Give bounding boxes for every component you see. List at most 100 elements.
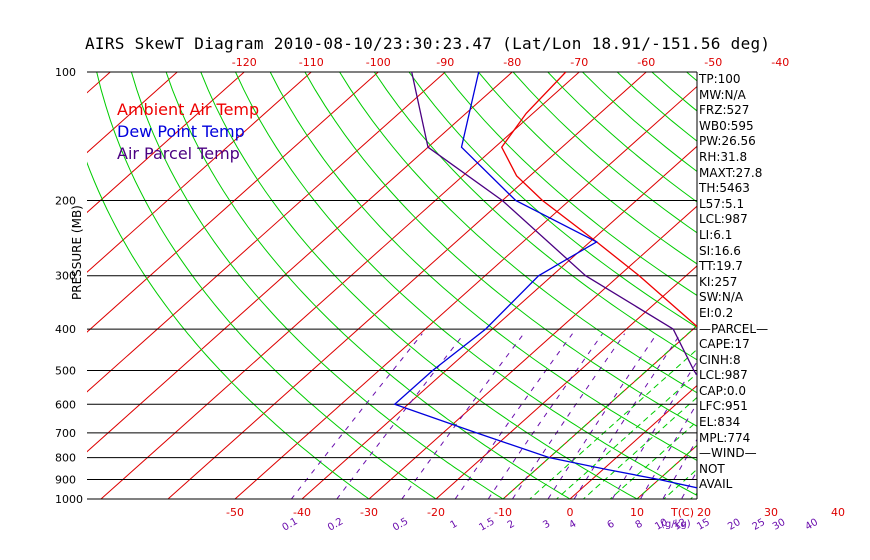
isotherm-line [234,85,697,499]
isotherm-line [87,72,245,214]
moist-adiabat-line [555,372,697,499]
mixing-ratio-tick-label: 20 [726,517,743,533]
bottom-temp-tick-label: 10 [630,506,644,519]
stats-item: MPL:774 [699,430,751,445]
stats-item: WB0:595 [699,118,754,133]
stats-item: FRZ:527 [699,103,750,118]
dry-adiabat-line [408,72,697,328]
mixing-ratio-tick-label: 15 [695,517,712,533]
profile-layer [393,72,697,489]
stats-item: —PARCEL— [699,321,769,336]
stats-item: LI:6.1 [699,227,733,242]
mixing-ratio-line [401,333,525,499]
moist-adiabat-line [815,201,870,509]
mixing-ratio-line [336,333,465,499]
stats-item: LCL:987 [699,212,748,227]
dry-adiabat-line [373,72,697,361]
isotherm-line [87,72,513,453]
mixing-ratio-tick-label: 40 [804,517,821,533]
stats-item: L57:5.1 [699,196,745,211]
mixing-ratio-line [776,334,866,508]
mixing-ratio-line [454,333,573,499]
moist-adiabat-line [582,396,697,499]
mixing-ratio-line [290,333,423,499]
mixing-ratio-line [573,333,681,499]
mixing-ratio-line [547,333,658,499]
dry-adiabat-line [87,161,370,499]
isotherm-line [100,72,580,499]
top-temp-tick-label: -90 [436,56,454,69]
mixing-ratio-line [809,334,870,508]
pressure-tick-label: 600 [55,398,76,411]
y-axis-label: PRESSURE (MB) [70,205,84,300]
top-temp-tick-label: -120 [232,56,257,69]
chart-title: AIRS SkewT Diagram 2010-08-10/23:30:23.4… [85,34,771,53]
pressure-tick-label: 400 [55,323,76,336]
stats-item: PW:26.56 [699,134,756,149]
bottom-temp-tick-label: -40 [293,506,311,519]
top-temp-tick-label: -110 [299,56,324,69]
top-temp-tick-label: -100 [366,56,391,69]
moist-adiabat-line [609,420,697,499]
isotherm-line [87,72,446,393]
bottom-temp-tick-label: 40 [831,506,845,519]
pressure-tick-label: 300 [55,270,76,283]
profile-dewpoint-temp-line [393,72,697,489]
stats-panel: TP:100 MW:N/A FRZ:527 WB0:595 PW:26.56 RH:31.… [699,72,768,493]
top-temp-tick-label: -40 [771,56,789,69]
mixing-ratio-unit-label: (g/kg) [661,519,691,530]
mixing-ratio-line [662,438,697,499]
stats-item: TT:19.7 [699,259,743,274]
bottom-temp-tick-label: -20 [427,506,445,519]
mixing-ratio-line [611,360,697,499]
profile-parcel-temp-line [411,72,697,377]
mixing-ratio-line [487,333,603,499]
mixing-ratio-tick-label: 2 [506,518,517,531]
dry-adiabat-line [478,72,697,265]
mixing-ratio-line [756,334,849,508]
isotherm-line [301,145,697,499]
moist-adiabat-line [761,201,870,509]
stats-item: AVAIL [699,477,733,492]
mixing-ratio-tick-label: 8 [634,518,645,531]
grid-layer [87,72,870,509]
legend-dewpoint-temp: Dew Point Temp [117,122,245,141]
dry-adiabat-line [756,72,870,508]
top-temp-tick-label: -70 [570,56,588,69]
dry-adiabat-line [304,72,697,427]
stats-item: CAPE:17 [699,337,750,352]
mixing-ratio-tick-label: 3 [541,518,552,531]
legend-parcel-temp: Air Parcel Temp [117,144,240,163]
isotherm-line [167,72,647,499]
dry-adiabat-line [200,72,639,499]
stats-item: TH:5463 [699,181,750,196]
stats-item: MAXT:27.8 [699,165,763,180]
x-axis-label: T(C) [670,506,694,519]
mixing-ratio-tick-label: 4 [567,518,578,531]
bottom-temp-tick-label: -30 [360,506,378,519]
moist-adiabat-line [502,324,697,499]
isotherm-line [87,72,379,333]
stats-item: EL:834 [699,415,741,430]
stats-item: MW:N/A [699,87,746,102]
stats-item: SW:N/A [699,290,744,305]
dry-adiabat-line [860,72,870,508]
isotherm-line [368,205,697,499]
stats-item: LCL:987 [699,368,748,383]
mixing-ratio-tick-label: 1 [448,518,459,531]
stats-item: KI:257 [699,274,738,289]
legend-ambient-temp: Ambient Air Temp [117,100,260,119]
dry-adiabat-line [339,72,697,394]
moist-adiabat-line [529,348,697,499]
pressure-tick-label: 900 [55,473,76,486]
stats-item: RH:31.8 [699,149,748,164]
stats-item: EI:0.2 [699,305,734,320]
isotherm-line [87,72,312,273]
stats-item: CINH:8 [699,352,741,367]
mixing-ratio-tick-label: 30 [771,517,788,533]
top-temp-tick-label: -80 [503,56,521,69]
mixing-ratio-tick-label: 0.2 [326,516,345,533]
mixing-ratio-tick-label: 0.5 [391,516,410,533]
